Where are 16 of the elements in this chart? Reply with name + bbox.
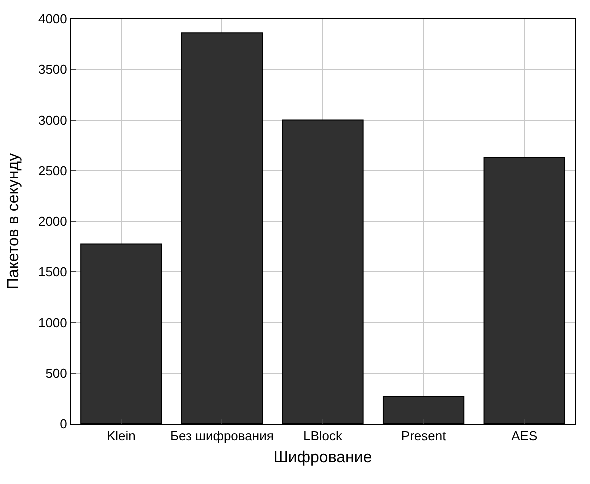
y-tick-label: 3500 <box>38 62 68 78</box>
y-tick-label: 4000 <box>38 12 68 27</box>
y-axis-title: Пакетов в секунду <box>5 153 22 290</box>
y-tick-label: 3000 <box>38 112 68 128</box>
x-tick-label: Без шифрования <box>170 428 274 444</box>
x-tick-label: Klein <box>106 428 136 444</box>
y-tick-label: 500 <box>46 366 68 381</box>
y-tick-label: 1500 <box>38 264 68 280</box>
y-tick-label: 2000 <box>38 214 68 230</box>
y-tick-label: 2500 <box>38 163 68 178</box>
x-tick-label: Present <box>401 428 447 444</box>
x-tick-label: AES <box>512 428 538 444</box>
x-axis-title: Шифрование <box>274 449 372 466</box>
y-tick-label: 1000 <box>38 315 68 330</box>
y-tick-label: 0 <box>60 416 68 432</box>
x-tick-label: LBlock <box>303 428 344 444</box>
